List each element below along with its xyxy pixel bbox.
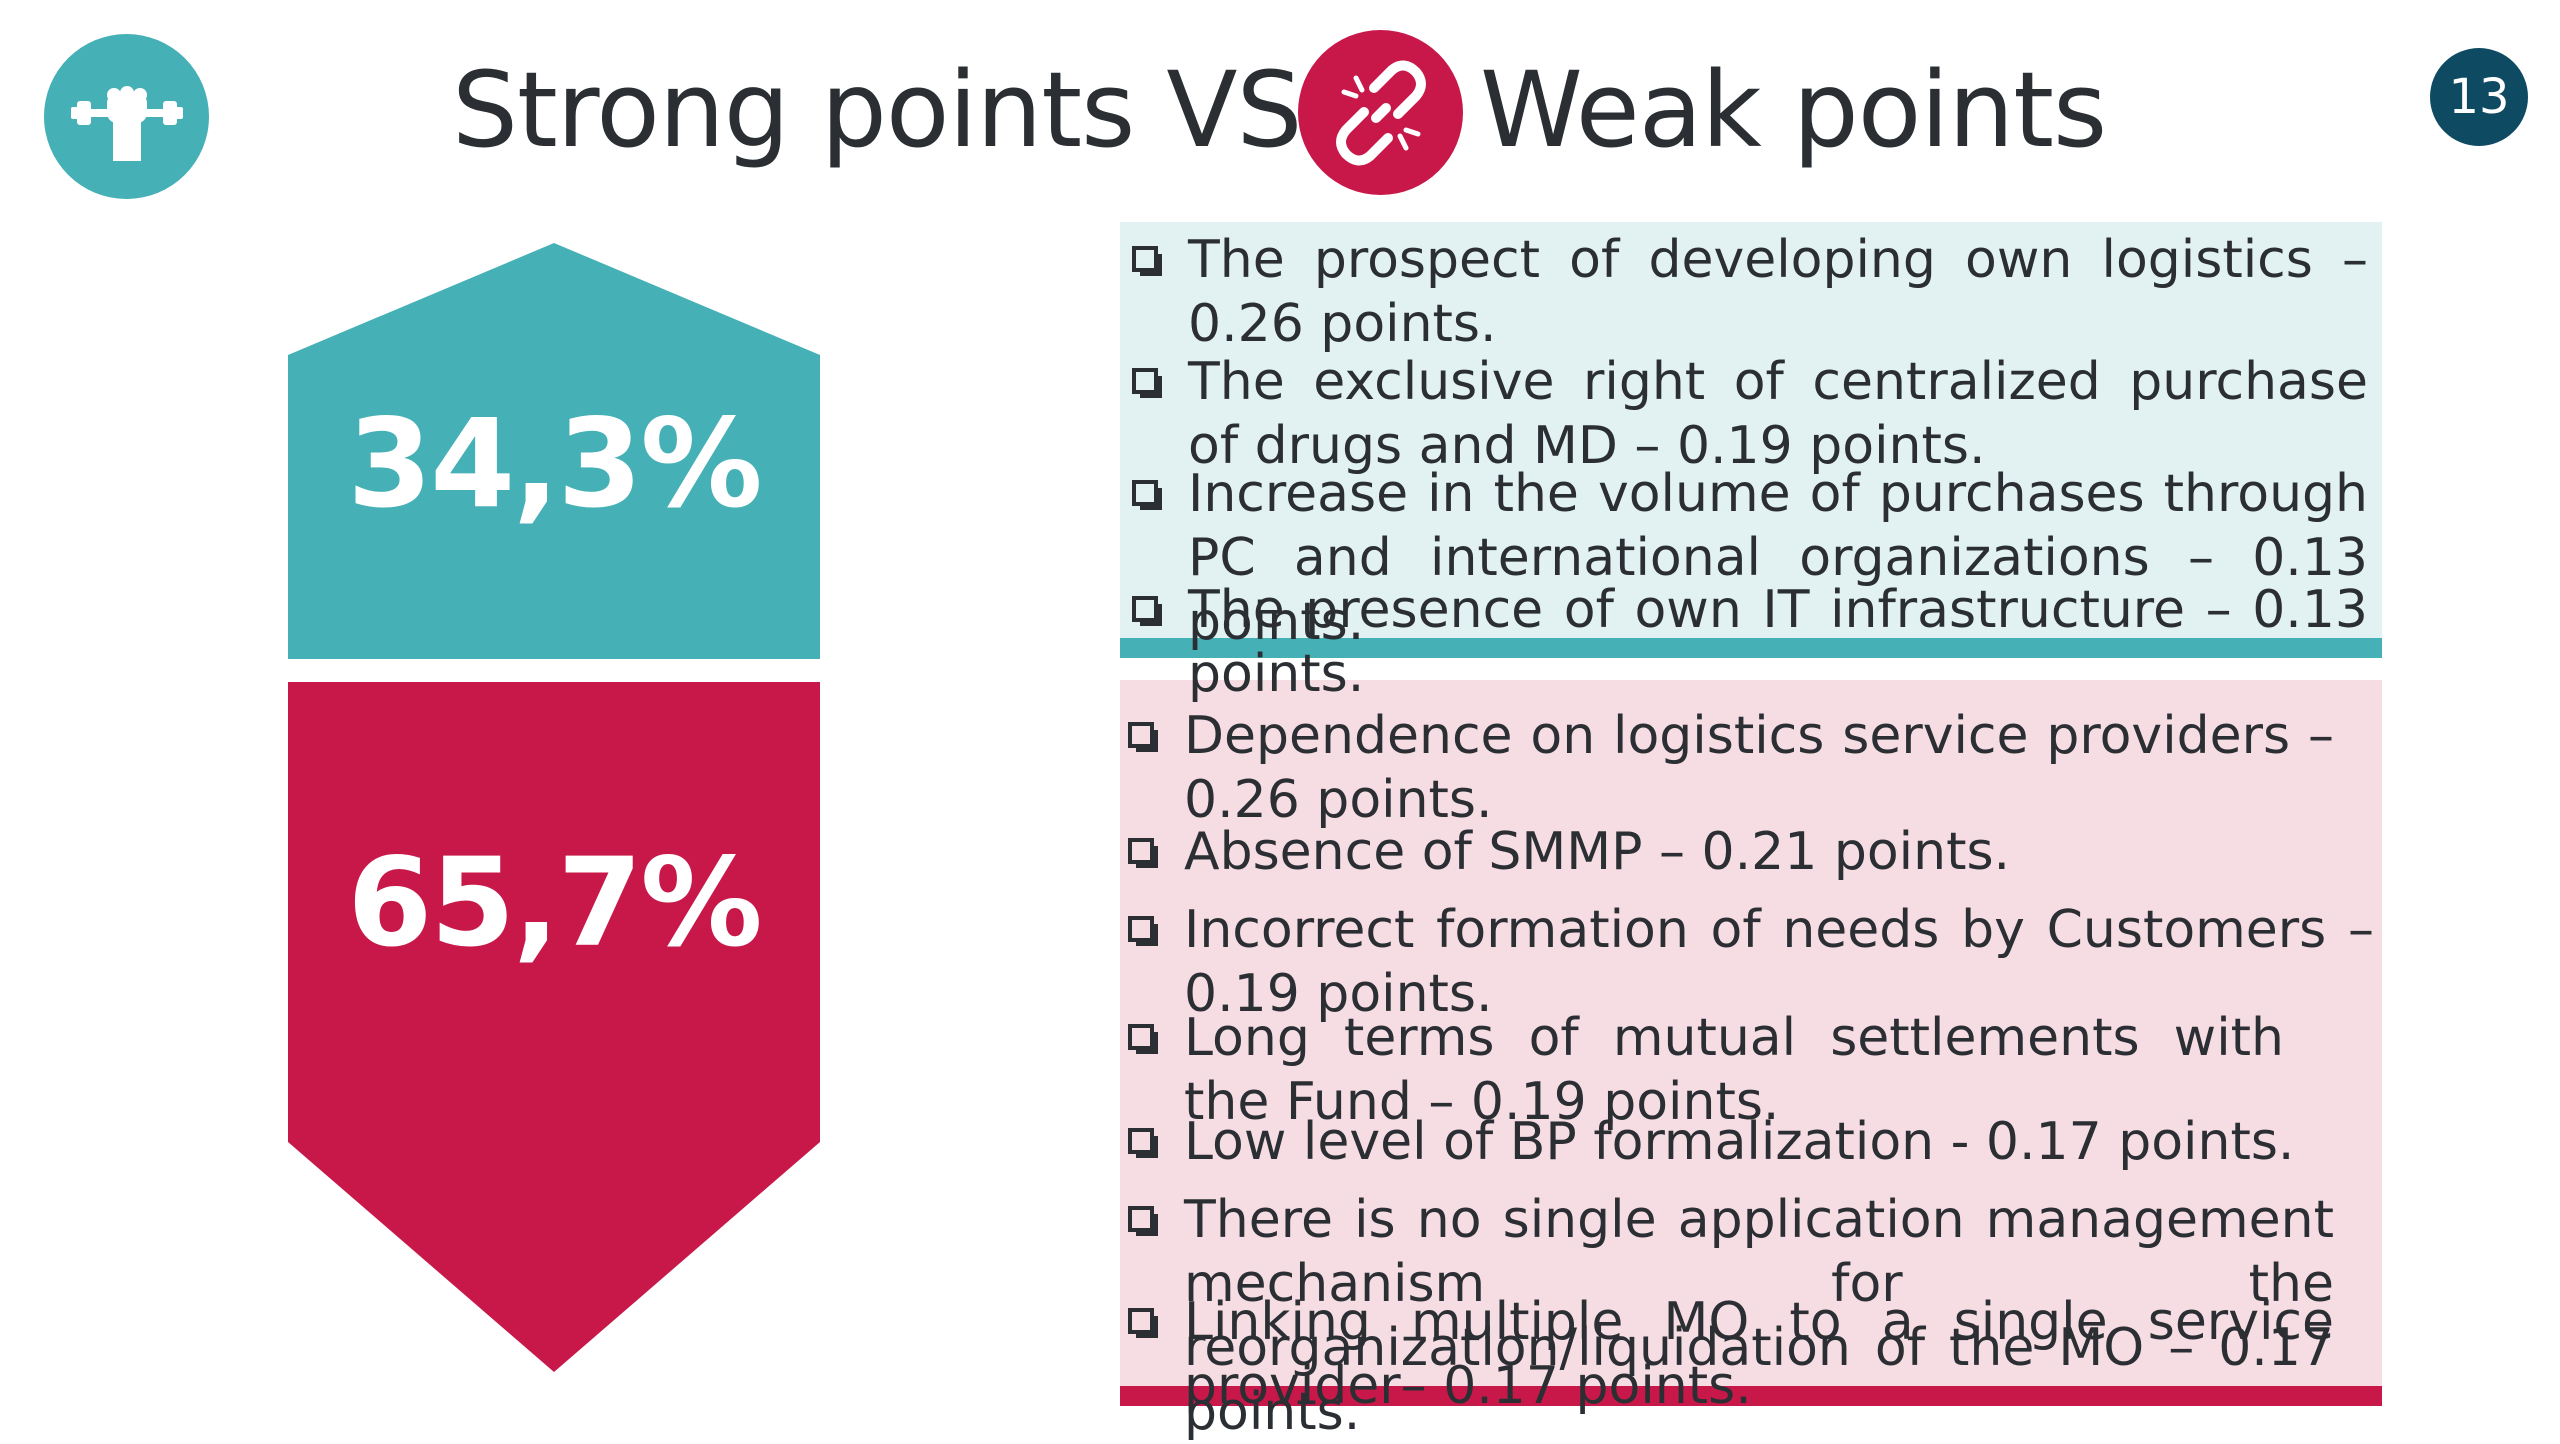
checkbox-bullet-icon bbox=[1128, 1308, 1154, 1334]
strong-item-text: The exclusive right of centralized purch… bbox=[1188, 352, 2368, 476]
strong-percent-shape: 34,3% bbox=[288, 243, 820, 659]
strong-percent: 34,3% bbox=[347, 393, 762, 535]
weak-item-text: Incorrect formation of needs by Customer… bbox=[1184, 900, 2374, 1024]
flexed-arm-dumbbell-icon bbox=[44, 34, 209, 199]
weak-item-text: There is no single application managemen… bbox=[1184, 1190, 2334, 1442]
weak-percent: 65,7% bbox=[347, 832, 762, 974]
weak-panel-bar bbox=[1120, 1386, 2382, 1406]
strong-item-text: The prospect of developing own logistics… bbox=[1188, 230, 2368, 354]
checkbox-bullet-icon bbox=[1128, 1024, 1154, 1050]
weak-item-text: Long terms of mutual settlements with th… bbox=[1184, 1008, 2284, 1132]
checkbox-bullet-icon bbox=[1128, 722, 1154, 748]
checkbox-bullet-icon bbox=[1128, 916, 1154, 942]
title-weak: Weak points bbox=[1480, 49, 2107, 171]
checkbox-bullet-icon bbox=[1128, 838, 1154, 864]
page-number-badge: 13 bbox=[2430, 48, 2528, 146]
title-strong: Strong points VS bbox=[452, 49, 1303, 171]
checkbox-bullet-icon bbox=[1132, 596, 1158, 622]
checkbox-bullet-icon bbox=[1132, 246, 1158, 272]
weak-item-text: Absence of SMMP – 0.21 points. bbox=[1184, 822, 2011, 882]
weak-points-panel bbox=[1120, 680, 2382, 1404]
checkbox-bullet-icon bbox=[1132, 368, 1158, 394]
weak-percent-shape: 65,7% bbox=[288, 682, 820, 1372]
strong-points-panel bbox=[1120, 222, 2382, 644]
strong-panel-bar bbox=[1120, 638, 2382, 658]
weak-item-text: Dependence on logistics service provider… bbox=[1184, 706, 2334, 830]
slide-title: Strong points VS Weak points bbox=[0, 40, 2560, 180]
checkbox-bullet-icon bbox=[1132, 480, 1158, 506]
strong-item-text: Increase in the volume of purchases thro… bbox=[1188, 464, 2368, 652]
weak-item-text: Linking multiple MO to a single service … bbox=[1184, 1292, 2334, 1416]
weak-item-text: Low level of BP formalization - 0.17 poi… bbox=[1184, 1112, 2295, 1172]
checkbox-bullet-icon bbox=[1128, 1128, 1154, 1154]
broken-chain-link-icon bbox=[1298, 30, 1463, 195]
checkbox-bullet-icon bbox=[1128, 1206, 1154, 1232]
strong-item-text: The presence of own IT infrastructure – … bbox=[1188, 580, 2368, 704]
